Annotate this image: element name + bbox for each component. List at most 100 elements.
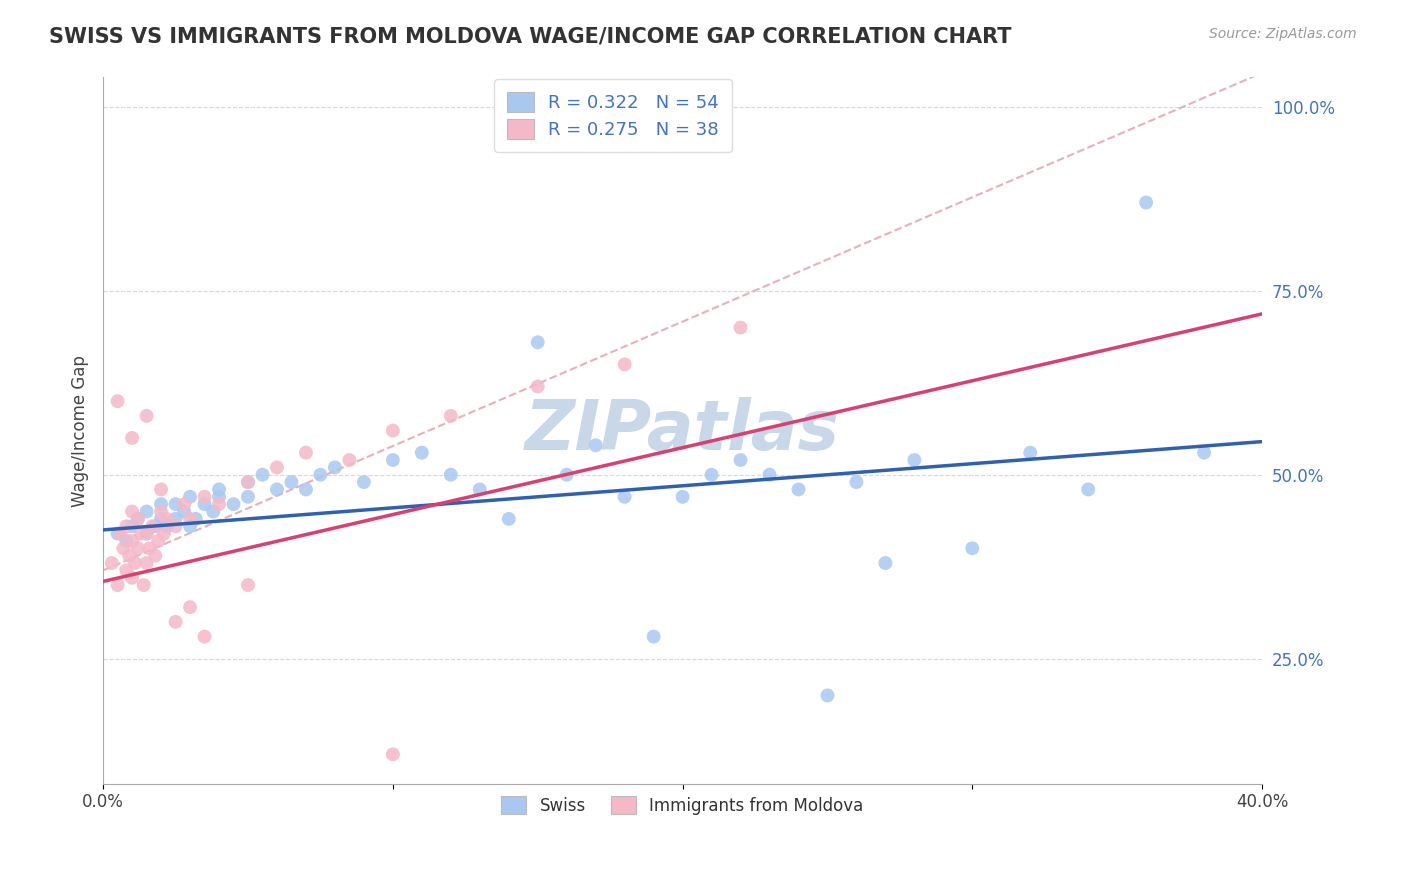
Y-axis label: Wage/Income Gap: Wage/Income Gap	[72, 355, 89, 507]
Point	[730, 320, 752, 334]
Point	[498, 512, 520, 526]
Point	[165, 497, 187, 511]
Point	[193, 497, 215, 511]
Point	[165, 512, 187, 526]
Point	[121, 504, 143, 518]
Point	[526, 335, 548, 350]
Point	[150, 497, 173, 511]
Point	[440, 467, 463, 482]
Point	[585, 438, 607, 452]
Point	[101, 556, 124, 570]
Point	[173, 504, 195, 518]
Point	[135, 556, 157, 570]
Point	[252, 467, 274, 482]
Point	[555, 467, 578, 482]
Point	[787, 483, 810, 497]
Point	[381, 424, 404, 438]
Point	[1135, 195, 1157, 210]
Point	[121, 571, 143, 585]
Point	[208, 497, 231, 511]
Point	[381, 747, 404, 762]
Point	[411, 445, 433, 459]
Point	[845, 475, 868, 489]
Point	[135, 526, 157, 541]
Point	[165, 615, 187, 629]
Point	[323, 460, 346, 475]
Text: Source: ZipAtlas.com: Source: ZipAtlas.com	[1209, 27, 1357, 41]
Point	[165, 519, 187, 533]
Point	[156, 519, 179, 533]
Point	[353, 475, 375, 489]
Point	[150, 512, 173, 526]
Point	[129, 526, 152, 541]
Point	[193, 630, 215, 644]
Point	[295, 483, 318, 497]
Point	[526, 379, 548, 393]
Point	[1192, 445, 1215, 459]
Point	[173, 497, 195, 511]
Point	[121, 519, 143, 533]
Point	[141, 519, 163, 533]
Point	[280, 475, 302, 489]
Point	[118, 549, 141, 563]
Point	[143, 519, 166, 533]
Point	[179, 490, 201, 504]
Point	[138, 541, 160, 556]
Point	[208, 490, 231, 504]
Point	[121, 533, 143, 548]
Point	[730, 453, 752, 467]
Point	[107, 526, 129, 541]
Point	[153, 526, 176, 541]
Point	[236, 490, 259, 504]
Point	[112, 541, 135, 556]
Point	[124, 556, 146, 570]
Point	[700, 467, 723, 482]
Point	[107, 394, 129, 409]
Point	[440, 409, 463, 423]
Point	[132, 578, 155, 592]
Point	[266, 483, 288, 497]
Point	[1077, 483, 1099, 497]
Point	[613, 490, 636, 504]
Point	[135, 409, 157, 423]
Point	[110, 526, 132, 541]
Point	[115, 563, 138, 577]
Point	[236, 475, 259, 489]
Point	[150, 483, 173, 497]
Point	[875, 556, 897, 570]
Point	[148, 533, 170, 548]
Point	[236, 578, 259, 592]
Text: SWISS VS IMMIGRANTS FROM MOLDOVA WAGE/INCOME GAP CORRELATION CHART: SWISS VS IMMIGRANTS FROM MOLDOVA WAGE/IN…	[49, 27, 1012, 46]
Point	[208, 483, 231, 497]
Point	[671, 490, 693, 504]
Point	[643, 630, 665, 644]
Point	[150, 504, 173, 518]
Point	[266, 460, 288, 475]
Point	[143, 549, 166, 563]
Text: ZIPatlas: ZIPatlas	[524, 397, 839, 464]
Point	[758, 467, 780, 482]
Point	[184, 512, 207, 526]
Point	[156, 512, 179, 526]
Point	[222, 497, 245, 511]
Point	[962, 541, 984, 556]
Point	[468, 483, 491, 497]
Point	[295, 445, 318, 459]
Point	[179, 512, 201, 526]
Point	[135, 526, 157, 541]
Point	[179, 600, 201, 615]
Point	[107, 578, 129, 592]
Point	[115, 533, 138, 548]
Point	[135, 504, 157, 518]
Point	[193, 490, 215, 504]
Point	[127, 512, 149, 526]
Point	[236, 475, 259, 489]
Point	[179, 519, 201, 533]
Point	[115, 519, 138, 533]
Point	[817, 689, 839, 703]
Point	[903, 453, 925, 467]
Point	[121, 431, 143, 445]
Point	[1019, 445, 1042, 459]
Point	[613, 357, 636, 371]
Point	[381, 453, 404, 467]
